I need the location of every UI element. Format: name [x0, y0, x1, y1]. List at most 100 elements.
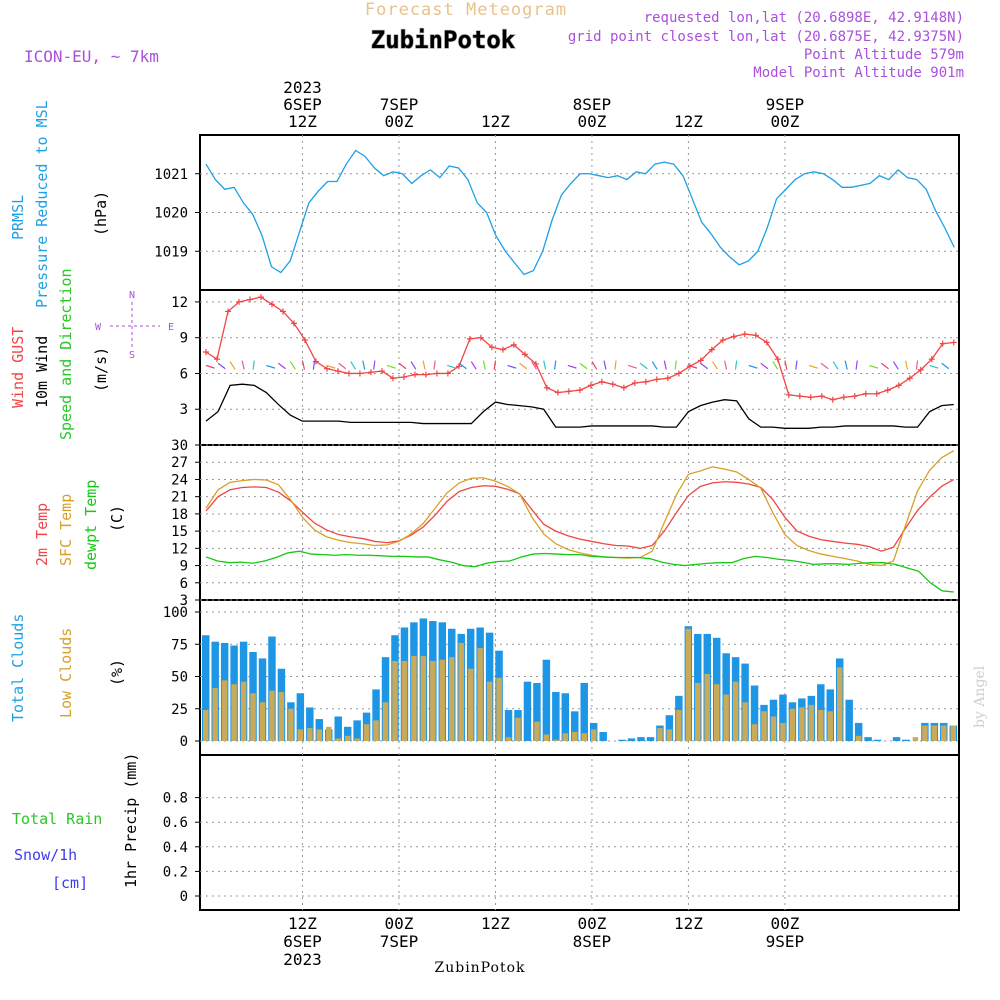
ytick-label-4-1: 0.2 [163, 864, 188, 880]
wind-dir-arrow-29 [553, 360, 557, 370]
wind-dir-arrow-41 [700, 362, 709, 370]
ytick-label-2-6: 21 [171, 490, 188, 506]
wind-dir-arrow-19 [433, 360, 436, 370]
low-cloud-bar-65 [818, 710, 824, 741]
gust-marker-5 [257, 294, 264, 301]
low-cloud-bar-29 [477, 648, 483, 741]
bottom-tick-label-5-1: 9SEP [766, 932, 805, 951]
wind-dir-arrow-26 [519, 362, 528, 370]
total-cloud-bar-6 [258, 658, 267, 741]
model-label: ICON-EU, ~ 7km [24, 47, 159, 66]
low-cloud-bar-25 [439, 659, 446, 741]
total-cloud-bar-16 [353, 720, 361, 741]
wind-dir-arrow-4 [252, 360, 255, 370]
gust-marker-21 [433, 370, 440, 377]
gust-marker-61 [873, 390, 880, 397]
prmsl-label: PRMSL [9, 195, 27, 240]
gust-marker-9 [301, 337, 308, 344]
prmsl-line [205, 149, 955, 276]
ytick-label-3-1: 25 [171, 702, 188, 718]
top-tick-label-5-0: 9SEP [766, 95, 805, 114]
ytick-label-1-0: 3 [180, 402, 188, 418]
low-cloud-bar-61 [780, 722, 786, 741]
ytick-label-4-0: 0 [180, 889, 188, 905]
low-cloud-bar-35 [534, 721, 540, 741]
total-cloud-bar-15 [343, 726, 352, 741]
gust-marker-52 [774, 356, 781, 363]
low-cloud-bar-22 [411, 655, 417, 741]
wind-dir-arrow-36 [639, 362, 648, 370]
wind-dir-arrow-18 [422, 360, 426, 370]
low-cloud-bar-20 [392, 661, 398, 741]
gust-marker-23 [455, 363, 462, 370]
low-cloud-bar-14 [335, 738, 341, 741]
total-cloud-bar-36 [542, 659, 551, 741]
wind-dir-arrow-31 [579, 362, 588, 370]
low-cloud-bar-7 [269, 690, 275, 741]
gust-marker-20 [422, 371, 429, 378]
prmsl-label-2: Pressure Reduced to MSL [33, 100, 51, 308]
top-tick-label-1-1: 00Z [385, 112, 414, 131]
wind-dir-arrow-27 [531, 361, 537, 370]
gust-marker-45 [697, 357, 704, 364]
wind-dir-arrow-25 [507, 364, 517, 369]
low-cloud-bar-38 [562, 733, 569, 741]
gust-marker-13 [345, 370, 352, 377]
low-cloud-bar-4 [240, 681, 247, 741]
dewpt-line [205, 550, 954, 593]
low-cloud-bar-69 [855, 735, 862, 741]
low-cloud-bar-5 [250, 693, 256, 741]
gust-marker-55 [807, 394, 814, 401]
dewpt-label: dewpt Temp [82, 480, 100, 570]
low-cloud-bar-57 [742, 702, 748, 741]
total-cloud-bar-74 [902, 739, 910, 741]
gust-marker-38 [620, 384, 627, 391]
wind-dir-arrow-50 [808, 364, 818, 369]
low-cloud-bar-63 [799, 707, 805, 741]
low-cloud-bar-67 [836, 667, 843, 741]
wind-dir-arrow-34 [614, 360, 617, 370]
compass-icon: N S W E [95, 290, 174, 361]
gust-marker-36 [598, 378, 605, 385]
ytick-label-1-1: 6 [180, 366, 188, 382]
low-cloud-bar-15 [344, 735, 351, 741]
wind-dir-arrow-51 [820, 362, 829, 370]
top-tick-label-0-2: 12Z [288, 112, 317, 131]
low-cloud-bar-33 [515, 717, 521, 741]
t2m-line [205, 478, 955, 552]
wind-dir-arrow-52 [832, 361, 839, 370]
gust-marker-2 [224, 308, 231, 315]
bottom-tick-label-5-0: 00Z [770, 914, 799, 933]
low-cloud-bar-66 [827, 711, 833, 741]
total-cloud-bar-58 [750, 685, 759, 741]
total-cloud-label: Total Clouds [9, 614, 27, 722]
gust-marker-6 [268, 301, 275, 308]
total-cloud-bar-44 [618, 739, 626, 741]
total-cloud-bar-42 [599, 731, 607, 741]
low-cloud-bar-37 [553, 739, 559, 741]
low-cloud-bar-11 [307, 728, 313, 741]
location-title: ZubinPotok [371, 26, 516, 54]
ytick-label-3-3: 75 [171, 637, 188, 653]
gust-marker-25 [477, 334, 484, 341]
wind-dir-arrow-3 [241, 360, 245, 370]
total-cloud-bar-68 [845, 699, 853, 741]
gust-marker-35 [587, 382, 594, 389]
tick-layer: 1019102010213691236912151821242730025507… [154, 78, 804, 969]
total-cloud-bar-61 [779, 694, 787, 741]
wind-dir-arrow-6 [277, 362, 286, 370]
bottom-tick-label-4-0: 12Z [674, 914, 703, 933]
low-cloud-bar-31 [496, 677, 502, 741]
ytick-label-3-2: 50 [171, 670, 188, 686]
wind-dir-arrow-21 [458, 362, 467, 370]
gust-marker-0 [203, 349, 209, 355]
closest-coords: grid point closest lon,lat (20.6875E, 42… [568, 29, 964, 45]
wind-dir-arrow-2 [229, 361, 236, 370]
gust-marker-41 [653, 376, 660, 383]
wind-dir-arrow-44 [734, 360, 738, 370]
gust-marker-3 [235, 298, 242, 305]
gust-marker-46 [708, 346, 715, 353]
low-cloud-bar-56 [732, 681, 739, 741]
snow-label: Snow/1h [14, 846, 77, 864]
gust-marker-67 [939, 340, 946, 347]
